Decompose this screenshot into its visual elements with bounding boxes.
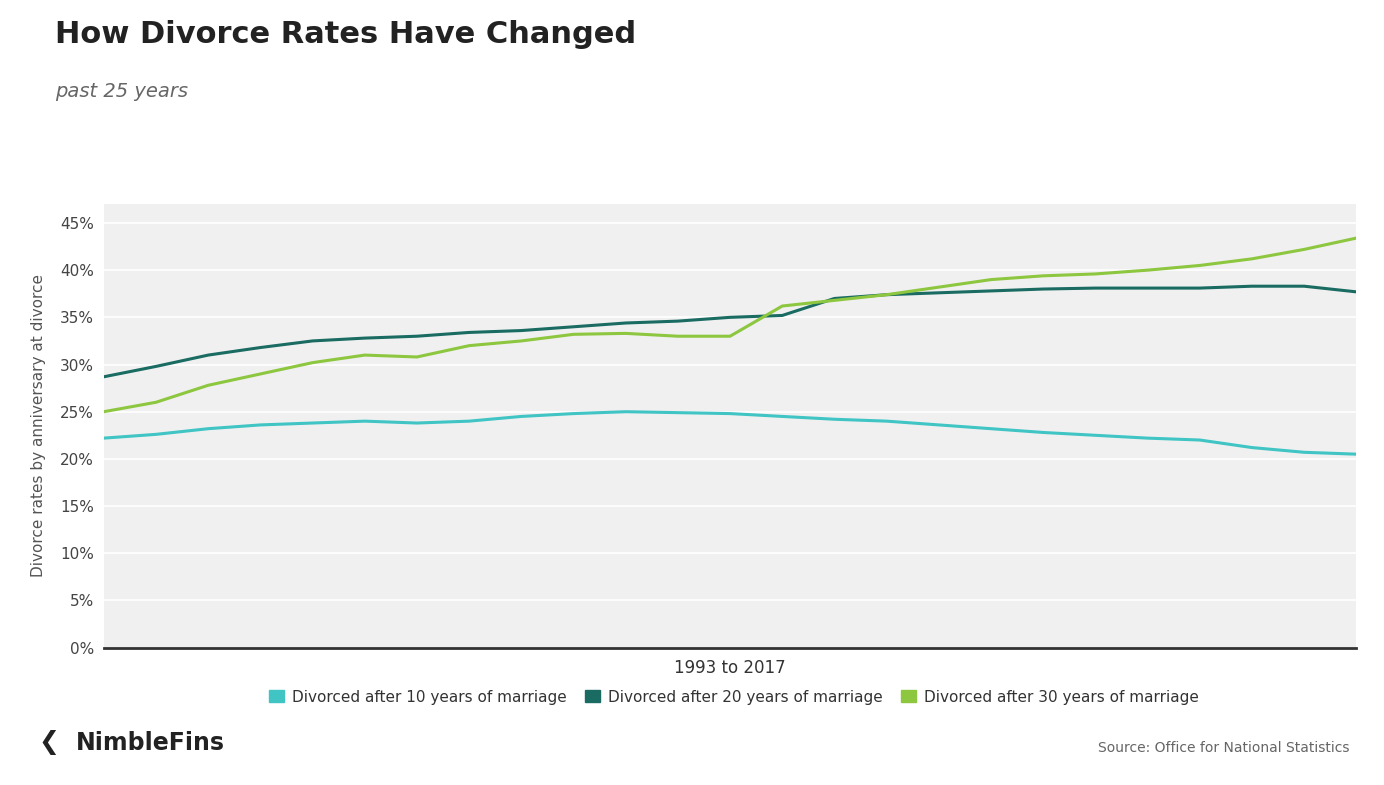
Text: ❮: ❮ (39, 730, 60, 755)
Text: NimbleFins: NimbleFins (76, 731, 226, 755)
X-axis label: 1993 to 2017: 1993 to 2017 (674, 659, 786, 677)
Legend: Divorced after 10 years of marriage, Divorced after 20 years of marriage, Divorc: Divorced after 10 years of marriage, Div… (263, 684, 1204, 710)
Text: Source: Office for National Statistics: Source: Office for National Statistics (1098, 741, 1349, 755)
Text: How Divorce Rates Have Changed: How Divorce Rates Have Changed (55, 20, 637, 49)
Text: past 25 years: past 25 years (55, 82, 188, 101)
Y-axis label: Divorce rates by anniversary at divorce: Divorce rates by anniversary at divorce (32, 275, 46, 577)
